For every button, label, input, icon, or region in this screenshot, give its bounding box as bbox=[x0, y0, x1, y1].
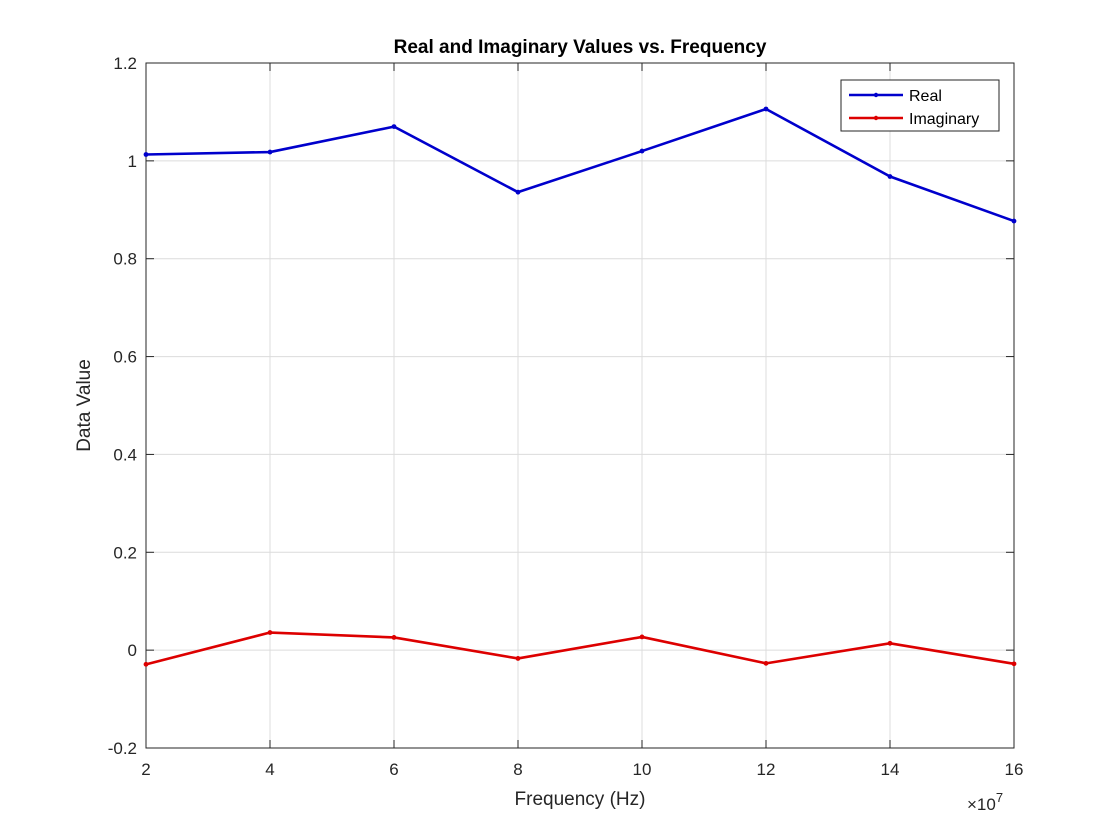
y-tick-label: 0.2 bbox=[113, 543, 137, 562]
data-point bbox=[391, 635, 397, 640]
data-point bbox=[143, 661, 149, 667]
x-tick-label: 8 bbox=[513, 760, 522, 779]
x-tick-label: 4 bbox=[265, 760, 274, 779]
legend-marker bbox=[873, 115, 879, 121]
data-point bbox=[763, 660, 769, 666]
data-point bbox=[391, 124, 397, 130]
y-tick-label: 0.6 bbox=[113, 348, 137, 367]
x-axis-exponent: ×107 bbox=[967, 790, 1003, 814]
data-point bbox=[1011, 661, 1017, 667]
y-axis-label: Data Value bbox=[74, 359, 95, 452]
legend-label: Real bbox=[909, 88, 942, 105]
data-point bbox=[1011, 218, 1017, 224]
y-tick-label: 1.2 bbox=[113, 54, 137, 73]
series bbox=[143, 106, 1017, 667]
data-point bbox=[515, 189, 521, 195]
series-line-1 bbox=[145, 631, 1015, 666]
data-point bbox=[143, 152, 149, 157]
y-tick-label: 0.4 bbox=[113, 445, 137, 464]
data-point bbox=[887, 640, 893, 646]
data-point bbox=[267, 149, 273, 155]
legend-label: Imaginary bbox=[909, 111, 979, 128]
chart-title: Real and Imaginary Values vs. Frequency bbox=[394, 37, 767, 58]
data-point bbox=[639, 634, 645, 640]
data-point bbox=[267, 630, 273, 635]
data-point bbox=[515, 656, 521, 661]
legend: Real Imaginary bbox=[840, 79, 1000, 132]
x-axis-label: Frequency (Hz) bbox=[515, 789, 646, 810]
legend-marker bbox=[873, 92, 879, 98]
data-point bbox=[763, 106, 769, 112]
x-tick-label: 12 bbox=[757, 760, 776, 779]
grid bbox=[145, 62, 1015, 749]
ticks: 2 4 6 8 10 12 14 16 -0.2 0 0.2 0.4 0.6 0.8 1 1.2 bbox=[108, 54, 1024, 779]
data-point bbox=[639, 148, 645, 154]
x-axis-exponent-base: ×10 bbox=[967, 795, 996, 814]
y-tick-label: 1 bbox=[128, 152, 137, 171]
x-tick-label: 10 bbox=[633, 760, 652, 779]
x-tick-label: 14 bbox=[881, 760, 900, 779]
x-axis-exponent-power: 7 bbox=[996, 790, 1003, 805]
x-tick-label: 6 bbox=[389, 760, 398, 779]
y-tick-label: 0.8 bbox=[113, 250, 137, 269]
y-tick-label: -0.2 bbox=[108, 739, 137, 758]
x-tick-label: 2 bbox=[141, 760, 150, 779]
axes-box bbox=[145, 62, 1015, 749]
series-line-0 bbox=[145, 107, 1015, 223]
y-tick-label: 0 bbox=[128, 641, 137, 660]
x-tick-label: 16 bbox=[1005, 760, 1024, 779]
legend-box bbox=[840, 79, 1000, 132]
data-point bbox=[887, 174, 893, 179]
